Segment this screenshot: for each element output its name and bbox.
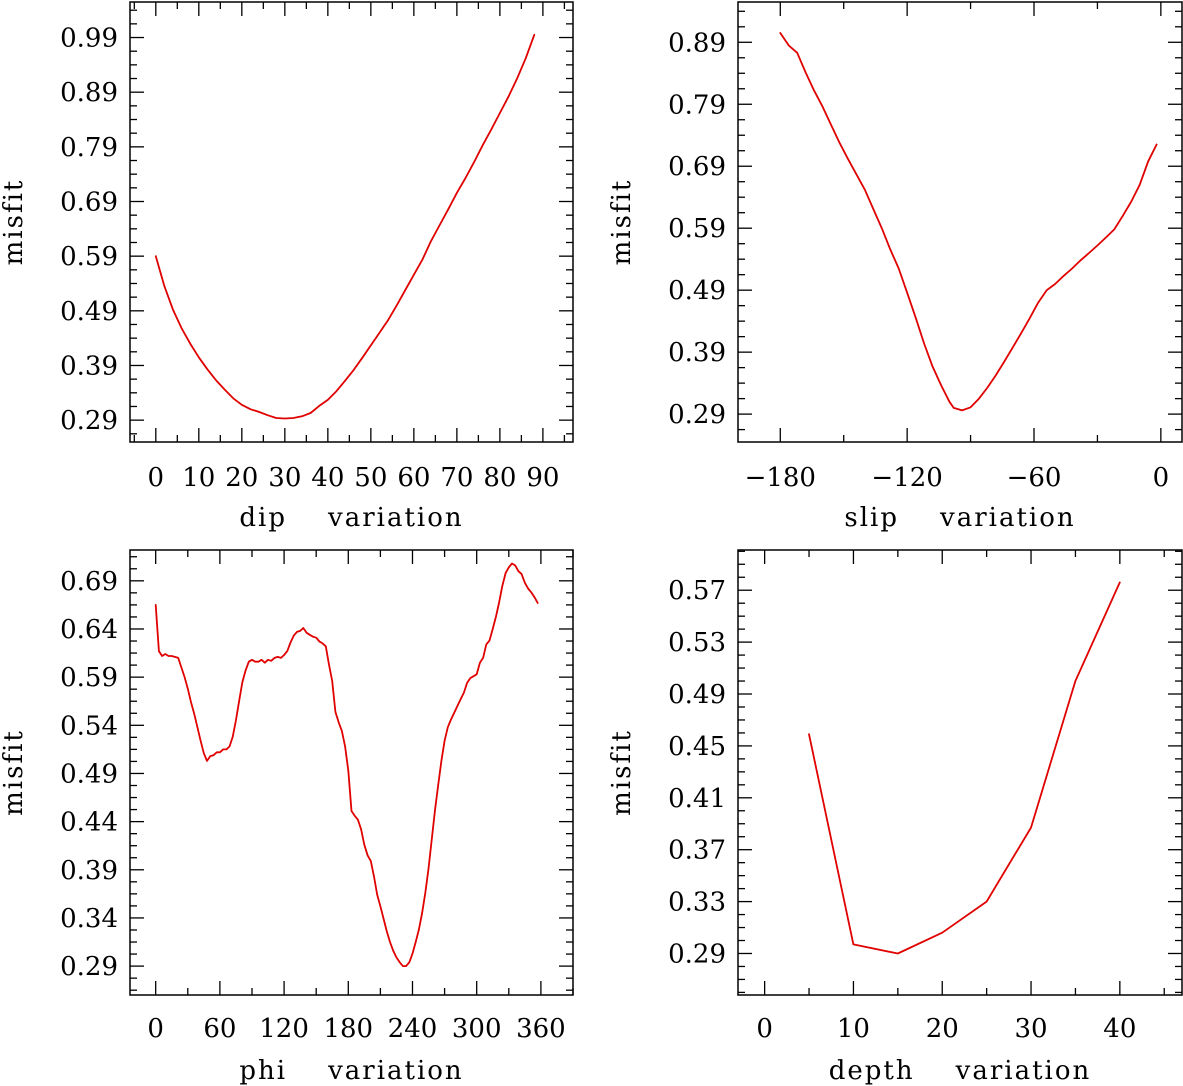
slip-misfit-line <box>779 32 1158 412</box>
y-axis-label: misfit <box>607 729 637 816</box>
y-axis-label: misfit <box>607 179 637 266</box>
y-tick-label: 0.64 <box>60 615 118 645</box>
x-tick-label: 0 <box>148 463 165 493</box>
x-tick-label: 300 <box>452 1014 502 1044</box>
x-tick-label: 60 <box>397 463 430 493</box>
y-tick-label: 0.53 <box>668 628 726 658</box>
y-tick-label: 0.49 <box>60 297 118 327</box>
dip-variation-panel: 0 10 20 30 40 50 60 70 80 90 0.29 0.39 0.49 0.59 0.69 0… <box>0 1 574 533</box>
plot-frame <box>129 549 574 996</box>
y-axis-label: misfit <box>0 729 29 816</box>
y-tick-label: 0.44 <box>60 808 118 838</box>
x-tick-label: 120 <box>259 1014 309 1044</box>
y-tick-label: 0.49 <box>668 680 726 710</box>
phi-misfit-line <box>154 562 539 967</box>
y-tick-label: 0.29 <box>668 939 726 969</box>
plot-frame <box>129 1 574 443</box>
plot-frame <box>737 1 1183 443</box>
x-tick-label: 50 <box>354 463 387 493</box>
x-tick-label: 30 <box>1014 1014 1047 1044</box>
y-tick-label: 0.89 <box>60 78 118 108</box>
y-tick-label: 0.39 <box>60 856 118 886</box>
x-tick-label: 10 <box>182 463 215 493</box>
y-tick-label: 0.29 <box>668 400 726 430</box>
x-tick-label: 60 <box>203 1014 236 1044</box>
x-tick-label: −180 <box>745 463 816 493</box>
x-tick-label: 30 <box>268 463 301 493</box>
y-tick-label: 0.69 <box>60 188 118 218</box>
y-tick-label: 0.49 <box>60 759 118 789</box>
x-tick-label: 10 <box>837 1014 870 1044</box>
slip-variation-panel: −180 −120 −60 0 0.29 0.39 0.49 0.59 0.69 0.79 0.89… <box>607 1 1183 533</box>
x-axis-label: phi variation <box>239 1056 463 1086</box>
y-tick-label: 0.33 <box>668 888 726 918</box>
x-axis-label: dip variation <box>239 503 463 533</box>
x-axis-label: slip variation <box>844 503 1075 533</box>
x-tick-label: 0 <box>1153 463 1170 493</box>
y-tick-label: 0.59 <box>60 242 118 272</box>
depth-variation-panel: 0 10 20 30 40 0.29 0.33 0.37 0.41 0.45 0.49 0.53 0.5… <box>607 549 1183 1086</box>
y-tick-label: 0.34 <box>60 904 118 934</box>
x-tick-label: 20 <box>926 1014 959 1044</box>
x-tick-label: 240 <box>388 1014 438 1044</box>
x-tick-label: 90 <box>526 463 559 493</box>
y-tick-label: 0.59 <box>668 214 726 244</box>
x-tick-label: 180 <box>323 1014 373 1044</box>
x-tick-label: −60 <box>1007 463 1062 493</box>
x-tick-label: 40 <box>311 463 344 493</box>
y-tick-label: 0.29 <box>60 952 118 982</box>
y-tick-label: 0.41 <box>668 784 726 814</box>
x-tick-label: 360 <box>516 1014 566 1044</box>
y-tick-label: 0.45 <box>668 732 726 762</box>
y-tick-label: 0.79 <box>60 133 118 163</box>
x-tick-label: 80 <box>483 463 516 493</box>
x-tick-label: 20 <box>225 463 258 493</box>
depth-misfit-line <box>808 581 1121 955</box>
y-tick-label: 0.69 <box>668 152 726 182</box>
y-tick-label: 0.99 <box>60 24 118 54</box>
phi-variation-panel: 0 60 120 180 240 300 360 0.29 0.34 0.39 0.44 0.49 0.… <box>0 549 574 1086</box>
y-tick-label: 0.89 <box>668 28 726 58</box>
dip-misfit-line <box>154 33 536 420</box>
x-tick-label: 0 <box>147 1014 164 1044</box>
y-tick-label: 0.29 <box>60 406 118 436</box>
y-tick-label: 0.49 <box>668 276 726 306</box>
y-tick-label: 0.39 <box>668 338 726 368</box>
y-axis-label: misfit <box>0 179 29 266</box>
x-tick-label: 70 <box>440 463 473 493</box>
y-tick-label: 0.37 <box>668 836 726 866</box>
x-tick-label: 40 <box>1103 1014 1136 1044</box>
y-tick-label: 0.54 <box>60 711 118 741</box>
y-tick-label: 0.69 <box>60 567 118 597</box>
y-tick-label: 0.79 <box>668 90 726 120</box>
y-tick-label: 0.57 <box>668 576 726 606</box>
y-tick-label: 0.39 <box>60 351 118 381</box>
y-tick-label: 0.59 <box>60 663 118 693</box>
x-axis-label: depth variation <box>829 1056 1092 1086</box>
x-tick-label: 0 <box>756 1014 773 1044</box>
x-tick-label: −120 <box>871 463 942 493</box>
